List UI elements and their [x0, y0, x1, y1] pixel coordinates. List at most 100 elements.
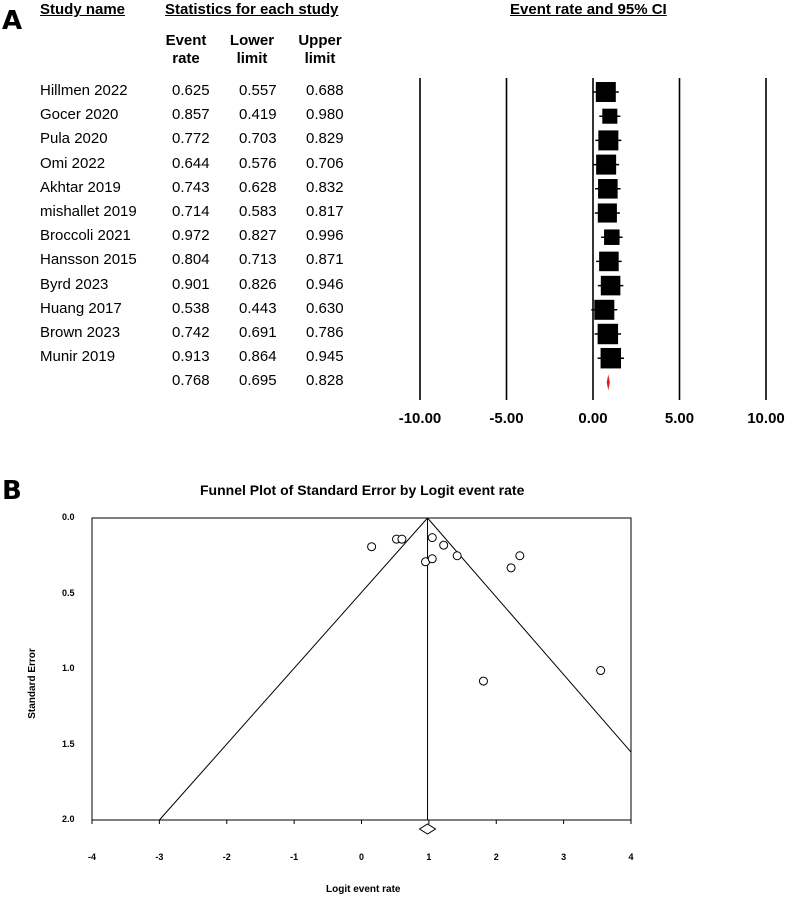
forest-study-marker — [597, 203, 617, 223]
panel-a-label: A — [2, 6, 23, 36]
study-name-cell: Brown 2023 — [40, 324, 121, 341]
upper-limit-cell: 0.832 — [306, 178, 344, 196]
forest-x-tick-label: -10.00 — [398, 410, 442, 427]
event-rate-cell: 0.742 — [172, 324, 210, 341]
pooled-upper-limit-cell: 0.828 — [306, 372, 344, 390]
forest-x-tick-label: 5.00 — [664, 410, 695, 427]
forest-study-marker — [598, 179, 618, 199]
study-name-cell: Munir 2019 — [40, 348, 116, 366]
funnel-study-point — [427, 533, 437, 543]
statistics-header: Statistics for each study — [165, 1, 339, 18]
lower-limit-cell: 0.827 — [239, 227, 277, 245]
forest-study-marker — [600, 275, 621, 296]
funnel-x-tick-label: 0 — [358, 852, 364, 862]
upper-limit-cell: 0.829 — [306, 130, 344, 148]
funnel-study-point — [596, 666, 606, 676]
funnel-plot-frame — [91, 517, 632, 821]
event-rate-cell: 0.804 — [172, 251, 210, 269]
funnel-y-tick-label: 1.0 — [62, 663, 75, 673]
upper-limit-cell: 0.786 — [306, 324, 344, 341]
panel-b-label: B — [2, 476, 22, 506]
event-rate-cell: 0.857 — [172, 106, 210, 124]
upper-limit-cell: 0.871 — [306, 251, 344, 269]
funnel-x-tick-label: 2 — [493, 852, 499, 862]
col-header-upper-limit: Upper limit — [298, 32, 342, 67]
col-header-event-rate: Event rate — [165, 32, 207, 67]
funnel-x-axis-label: Logit event rate — [326, 884, 401, 895]
lower-limit-cell: 0.826 — [239, 275, 277, 293]
funnel-study-point — [439, 540, 449, 550]
lower-limit-cell: 0.443 — [239, 299, 277, 317]
forest-study-marker — [600, 347, 622, 369]
funnel-x-tick-label: -1 — [290, 852, 299, 862]
forest-study-marker — [595, 82, 616, 102]
study-name-cell: mishallet 2019 — [40, 203, 137, 220]
funnel-x-tick-label: 1 — [426, 852, 432, 862]
col-header-lower-limit: Lower limit — [229, 32, 275, 67]
study-name-cell: Byrd 2023 — [40, 275, 109, 293]
lower-limit-cell: 0.713 — [239, 251, 277, 269]
upper-limit-cell: 0.817 — [306, 203, 344, 220]
event-rate-cell: 0.625 — [172, 82, 210, 99]
funnel-study-point — [427, 554, 437, 564]
funnel-plot-title: Funnel Plot of Standard Error by Logit e… — [200, 482, 525, 498]
upper-limit-cell: 0.945 — [306, 348, 344, 366]
forest-pooled-diamond — [606, 374, 610, 391]
lower-limit-cell: 0.628 — [239, 178, 277, 196]
funnel-y-tick-label: 0.0 — [62, 512, 75, 522]
funnel-x-tick-label: 3 — [561, 852, 567, 862]
event-rate-cell: 0.714 — [172, 203, 210, 220]
study-name-cell: Huang 2017 — [40, 299, 122, 317]
lower-limit-cell: 0.419 — [239, 106, 277, 124]
forest-study-marker — [597, 323, 619, 345]
upper-limit-cell: 0.706 — [306, 154, 344, 172]
funnel-x-tick-label: 4 — [628, 852, 634, 862]
funnel-y-tick-label: 2.0 — [62, 814, 75, 824]
lower-limit-cell: 0.583 — [239, 203, 277, 220]
funnel-study-point — [515, 551, 525, 561]
study-name-cell: Omi 2022 — [40, 154, 106, 172]
funnel-study-point — [506, 563, 516, 573]
event-rate-ci-header: Event rate and 95% CI — [510, 1, 667, 18]
funnel-x-tick-label: -2 — [222, 852, 231, 862]
funnel-left-boundary — [159, 517, 428, 821]
funnel-study-point — [452, 551, 462, 561]
funnel-study-point — [397, 534, 407, 544]
funnel-y-tick-label: 0.5 — [62, 587, 75, 598]
event-rate-cell: 0.913 — [172, 348, 210, 366]
funnel-study-point — [478, 676, 488, 686]
upper-limit-cell: 0.996 — [306, 227, 344, 245]
study-name-cell: Hillmen 2022 — [40, 82, 128, 99]
pooled-event-rate-cell: 0.768 — [172, 372, 210, 390]
funnel-pooled-diamond — [418, 823, 437, 835]
study-name-cell: Akhtar 2019 — [40, 178, 121, 196]
study-name-cell: Broccoli 2021 — [40, 227, 131, 245]
funnel-study-point — [367, 542, 377, 552]
funnel-y-tick-label: 1.5 — [62, 738, 75, 749]
funnel-x-tick-label: -3 — [155, 852, 164, 862]
forest-x-tick-label: 10.00 — [747, 410, 785, 427]
event-rate-cell: 0.772 — [172, 130, 210, 148]
study-name-cell: Pula 2020 — [40, 130, 108, 148]
upper-limit-cell: 0.688 — [306, 82, 344, 99]
lower-limit-cell: 0.864 — [239, 348, 277, 366]
forest-study-marker — [594, 299, 615, 320]
funnel-x-tick-label: -4 — [87, 852, 96, 862]
forest-study-marker — [598, 130, 619, 151]
forest-study-marker — [599, 251, 619, 272]
study-name-header: Study name — [40, 1, 126, 18]
forest-x-tick-label: 0.00 — [578, 410, 608, 427]
forest-x-tick-label: -5.00 — [489, 410, 524, 427]
upper-limit-cell: 0.630 — [306, 299, 344, 317]
event-rate-cell: 0.644 — [172, 154, 210, 172]
event-rate-cell: 0.743 — [172, 178, 210, 196]
forest-study-marker — [604, 229, 620, 245]
pooled-lower-limit-cell: 0.695 — [239, 372, 277, 390]
lower-limit-cell: 0.703 — [239, 130, 277, 148]
lower-limit-cell: 0.691 — [239, 324, 277, 341]
event-rate-cell: 0.901 — [172, 275, 210, 293]
study-name-cell: Gocer 2020 — [40, 106, 119, 124]
lower-limit-cell: 0.557 — [239, 82, 277, 99]
forest-study-marker — [602, 108, 618, 124]
